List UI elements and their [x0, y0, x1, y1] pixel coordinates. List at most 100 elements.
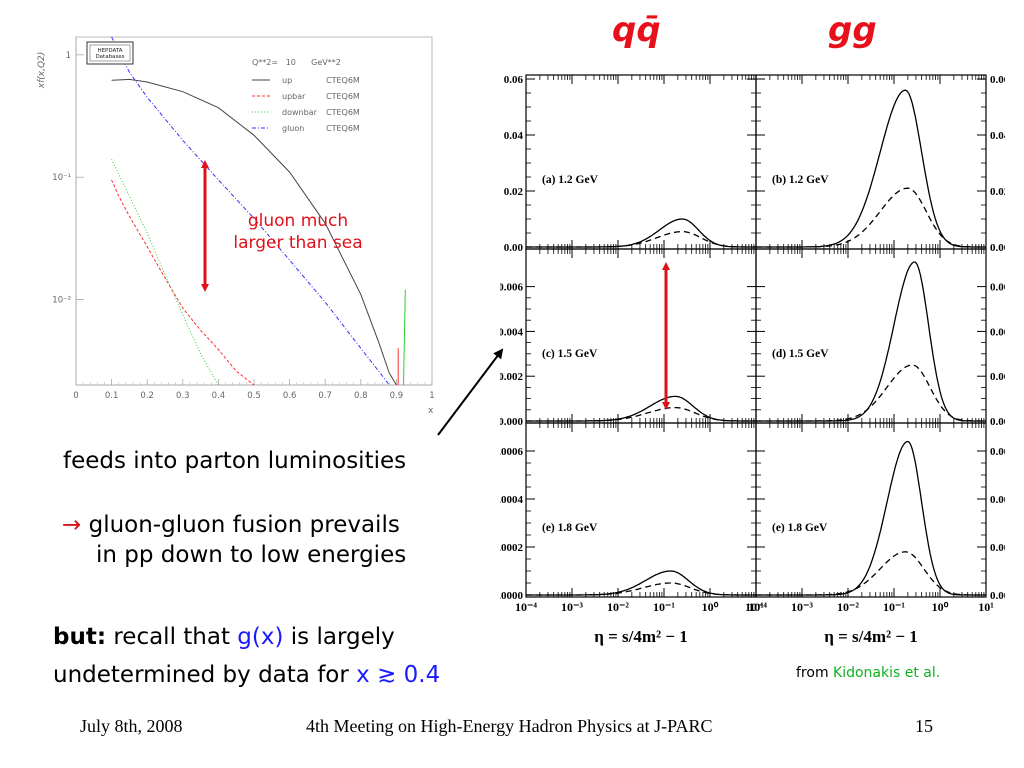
lum-x-axis-label: η = s/4m² − 1	[594, 627, 688, 646]
lum-panel-frame	[755, 248, 987, 424]
lum-y-tick-label: 0.0004	[500, 494, 524, 506]
lum-y-tick-label: 0.006	[500, 282, 524, 294]
pdf-downbar-spike	[403, 289, 406, 386]
lum-panel-label: (e) 1.8 GeV	[542, 522, 598, 534]
fusion-text: → gluon-gluon fusion prevails in pp down…	[62, 510, 406, 570]
pdf-x-tick-label: 0.9	[390, 391, 404, 401]
lum-y-tick-label: 0.06	[504, 74, 524, 86]
footer-date: July 8th, 2008	[80, 716, 183, 736]
lum-curve-dashed	[756, 551, 986, 596]
lum-y-tick-label: 0.04	[504, 130, 524, 142]
lum-panel-2: 0.000 0.002 0.004 0.006 (c) 1.5 GeV	[500, 248, 757, 428]
pdf-series-gluon	[111, 36, 390, 386]
pdf-y-tick-label: 1	[66, 51, 71, 61]
lum-x-tick-label: 10⁻¹	[653, 600, 675, 614]
pdf-y-tick-label: 10⁻¹	[52, 173, 71, 183]
lum-y-tick-label: 0.06	[990, 74, 1005, 86]
lum-y-tick-label: 0.0004	[990, 494, 1005, 506]
pdf-plot: 0 0.1 0.2 0.3 0.4 0.5 0.6 0.7 0.8 0.9 1 1 10⁻¹ 10⁻² H…	[37, 36, 435, 416]
lum-panel-label: (a) 1.2 GeV	[542, 174, 599, 186]
lum-curve-dashed	[526, 582, 756, 596]
feeds-arrow	[437, 348, 504, 436]
lum-y-tick-label: 0.000	[500, 416, 524, 428]
pdf-x-tick-label: 0.8	[354, 391, 368, 401]
pdf-x-tick-label: 0.3	[176, 391, 190, 401]
lum-x-tick-label: 10⁻³	[791, 600, 813, 614]
pdf-x-tick-label: 0.2	[140, 391, 154, 401]
footer-page-number: 15	[915, 716, 933, 736]
lum-panel-label: (e) 1.8 GeV	[772, 522, 828, 534]
lum-panel-label: (c) 1.5 GeV	[542, 348, 598, 360]
lum-panel-frame	[525, 74, 757, 250]
lum-curve-dashed	[526, 230, 756, 248]
lum-curve-dashed	[756, 187, 986, 248]
lum-y-tick-label: 0.0006	[990, 446, 1005, 458]
lum-curve-solid	[756, 261, 986, 422]
lum-y-tick-label: 0.00	[504, 242, 524, 254]
x-symbol: x	[356, 662, 370, 688]
gluon-note-line2: larger than sea	[233, 233, 363, 253]
lum-y-tick-label: 0.04	[990, 130, 1005, 142]
lum-y-tick-label: 0.0006	[500, 446, 524, 458]
lum-curve-solid	[526, 570, 756, 596]
legend-name-up: up	[282, 76, 292, 85]
badge-line1: HEPDATA	[97, 48, 122, 54]
pdf-x-tick-label: 0	[73, 391, 78, 401]
lum-x-tick-label: 10¹	[978, 600, 994, 614]
pdf-axes: 0 0.1 0.2 0.3 0.4 0.5 0.6 0.7 0.8 0.9 1 1 10⁻¹ 10⁻²	[52, 37, 435, 401]
gx-symbol: g(x)	[237, 624, 284, 650]
lum-panel-label: (b) 1.2 GeV	[772, 174, 829, 186]
fusion-line2: in pp down to low energies	[96, 542, 407, 568]
lum-y-tick-label: 0.006	[990, 282, 1005, 294]
lum-curve-dashed	[756, 364, 986, 422]
hepdata-badge: HEPDATA Databases	[86, 41, 134, 65]
pdf-ylabel: xf(x,Q2)	[37, 52, 47, 90]
pdf-series-upbar	[111, 179, 255, 386]
lum-panel-4: 0.0000 0.0002 0.0004 0.0006 (e) 1.8 GeV	[500, 422, 757, 602]
lum-panel-frame	[525, 422, 757, 598]
gluon-note: gluon much larger than sea	[208, 210, 388, 254]
feeds-text: feeds into parton luminosities	[63, 448, 407, 474]
pdf-legend: Q**2= 10 GeV**2 up CTEQ6M upbar CTEQ6M downb…	[252, 58, 360, 133]
lum-panel-frame	[525, 248, 757, 424]
but-line1: but: recall that g(x) is largely	[53, 622, 440, 652]
luminosity-panels: 0.000.020.040.06(a) 1.2 GeV0.000.020.040…	[500, 74, 1005, 646]
pdf-x-tick-label: 0.7	[318, 391, 332, 401]
lum-y-tick-label: 0.0000	[990, 590, 1005, 602]
but-label: but:	[53, 624, 107, 650]
lum-panel-5: 0.0000 0.0002 0.0004 0.0006 (e) 1.8 GeV	[755, 422, 1005, 602]
lum-y-tick-label: 0.0002	[990, 542, 1005, 554]
badge-line2: Databases	[95, 54, 124, 60]
lum-y-tick-label: 0.000	[990, 416, 1005, 428]
lum-y-tick-label: 0.004	[500, 326, 524, 338]
citation-authors: Kidonakis et al.	[833, 665, 941, 681]
lum-x-tick-label: 10⁻³	[561, 600, 583, 614]
but-text: but: recall that g(x) is largely undeter…	[53, 622, 440, 690]
heading-gg: gg	[828, 10, 877, 50]
lum-x-tick-label: 10⁻¹	[883, 600, 905, 614]
lum-panel-label: (d) 1.5 GeV	[772, 348, 829, 360]
legend-name-upbar: upbar	[282, 92, 306, 101]
legend-pdf-downbar: CTEQ6M	[326, 108, 360, 117]
pdf-series-downbar	[111, 159, 219, 386]
pdf-series-group	[111, 36, 406, 386]
lum-x-tick-label: 10⁰	[932, 600, 949, 614]
lum-y-tick-label: 0.02	[504, 186, 524, 198]
lum-y-tick-label: 0.00	[990, 242, 1005, 254]
pdf-x-tick-label: 1	[429, 391, 434, 401]
but-mid: recall that	[106, 624, 238, 650]
lum-y-tick-label: 0.002	[500, 371, 524, 383]
fusion-line1-text: gluon-gluon fusion prevails	[88, 512, 400, 538]
lum-x-tick-label: 10⁻²	[607, 600, 629, 614]
lum-y-tick-label: 0.004	[990, 326, 1005, 338]
lum-curve-solid	[526, 395, 756, 422]
lum-curve-solid	[526, 218, 756, 248]
but-line2: undetermined by data for x ≳ 0.4	[53, 660, 440, 690]
lum-x-axis-label: η = s/4m² − 1	[824, 627, 918, 646]
lum-panel-frame	[755, 422, 987, 598]
lum-x-tick-label: 10⁰	[702, 600, 719, 614]
lum-x-tick-label: 10⁻⁴	[745, 600, 767, 614]
legend-header: Q**2= 10 GeV**2	[252, 58, 341, 67]
lum-x-tick-label: 10⁻²	[837, 600, 859, 614]
lum-y-tick-label: 0.002	[990, 371, 1005, 383]
